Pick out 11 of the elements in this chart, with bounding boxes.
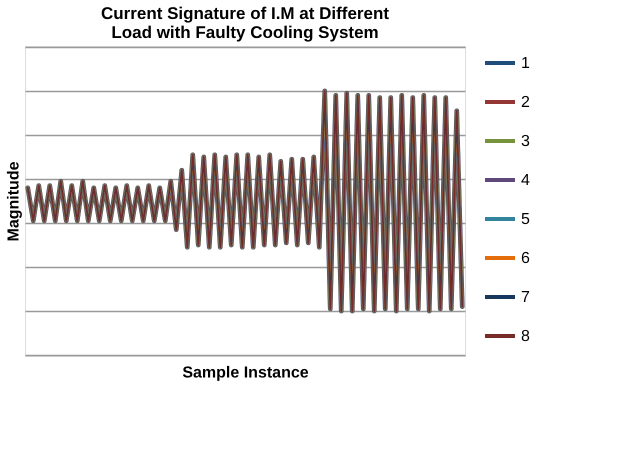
legend-label: 4 — [521, 172, 530, 189]
legend-label: 5 — [521, 211, 530, 228]
legend-label: 1 — [521, 55, 530, 72]
legend-label: 8 — [521, 328, 530, 345]
x-axis-title: Sample Instance — [182, 364, 309, 382]
legend-label: 6 — [521, 250, 530, 267]
chart-title: Current Signature of I.M at Different Load with Faulty Cooling System — [100, 4, 390, 42]
legend-label: 2 — [521, 94, 530, 111]
legend-label: 7 — [521, 289, 530, 306]
legend-label: 3 — [521, 133, 530, 150]
y-axis-title: Magnitude — [6, 161, 22, 242]
